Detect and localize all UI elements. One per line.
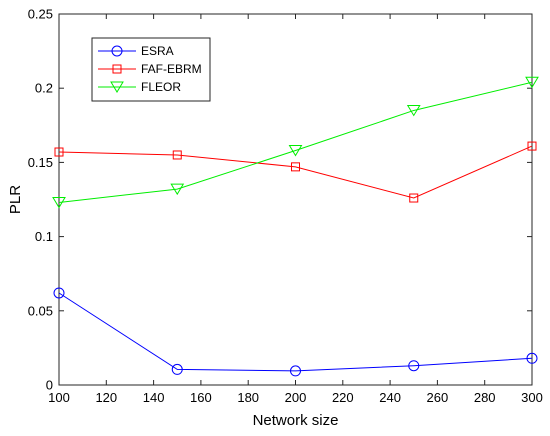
series-esra	[53, 287, 538, 377]
y-tick-label: 0	[46, 378, 53, 393]
legend: ESRA FAF-EBRM FLEOR	[91, 37, 211, 102]
x-tick-label: 260	[427, 390, 449, 405]
legend-marker	[111, 45, 123, 57]
legend-marker	[110, 81, 124, 93]
y-tick-label: 0.15	[28, 155, 53, 170]
series-layer	[52, 76, 539, 377]
y-axis: 0 0.05 0.1 0.15 0.2 0.25	[28, 7, 532, 393]
data-point-faf-ebrm	[409, 193, 419, 203]
x-tick-label: 140	[143, 390, 165, 405]
y-tick-label: 0.25	[28, 7, 53, 22]
series-fleor	[52, 76, 539, 209]
data-point-faf-ebrm	[291, 162, 300, 172]
x-tick-label: 160	[190, 390, 212, 405]
data-point-esra	[408, 360, 420, 372]
y-axis-title: PLR	[7, 185, 24, 214]
data-point-fleor	[170, 183, 185, 196]
x-tick-label: 180	[237, 390, 259, 405]
data-point-esra	[171, 363, 183, 375]
data-point-esra	[526, 352, 538, 364]
data-point-faf-ebrm	[54, 147, 64, 157]
data-point-fleor	[52, 196, 66, 209]
series-faf-ebrm	[54, 141, 537, 203]
legend-entry-faf-ebrm: FAF-EBRM	[98, 62, 202, 76]
data-point-fleor	[406, 104, 421, 117]
data-point-fleor	[525, 76, 539, 89]
x-tick-label: 240	[379, 390, 401, 405]
data-point-esra	[290, 365, 301, 377]
legend-marker	[112, 64, 122, 74]
x-axis-title: Network size	[253, 412, 339, 429]
y-tick-label: 0.1	[35, 229, 53, 244]
data-point-faf-ebrm	[527, 141, 537, 151]
series-line-faf-ebrm	[58, 145, 533, 199]
legend-label: ESRA	[141, 44, 174, 58]
x-axis: 100 120 140 160 180 200 220 240 260 280 300	[48, 14, 543, 405]
legend-label: FAF-EBRM	[141, 62, 202, 76]
x-tick-label: 200	[285, 390, 307, 405]
x-tick-label: 120	[95, 390, 117, 405]
x-tick-label: 300	[521, 390, 543, 405]
x-tick-label: 220	[332, 390, 354, 405]
legend-entry-fleor: FLEOR	[98, 80, 181, 94]
y-tick-label: 0.2	[35, 81, 53, 96]
y-tick-label: 0.05	[28, 303, 53, 318]
legend-entry-esra: ESRA	[98, 44, 174, 58]
x-tick-label: 280	[474, 390, 496, 405]
data-point-esra	[53, 287, 65, 299]
data-point-faf-ebrm	[172, 150, 182, 160]
legend-label: FLEOR	[141, 80, 181, 94]
series-line-fleor	[58, 81, 533, 203]
data-point-fleor	[288, 145, 303, 157]
series-line-esra	[58, 292, 533, 372]
x-tick-label: 100	[48, 390, 70, 405]
